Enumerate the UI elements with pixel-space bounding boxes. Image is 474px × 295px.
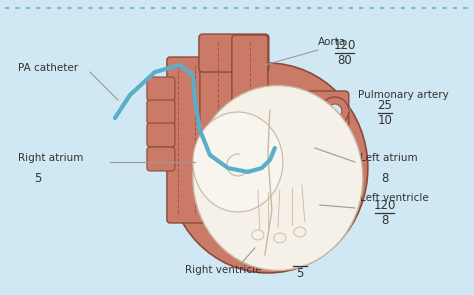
- Text: 25: 25: [292, 252, 307, 265]
- Circle shape: [328, 104, 342, 118]
- Text: Right ventricle: Right ventricle: [185, 265, 261, 275]
- Text: 120: 120: [374, 199, 396, 212]
- Text: 5: 5: [296, 267, 303, 280]
- FancyBboxPatch shape: [147, 147, 175, 171]
- Ellipse shape: [168, 63, 368, 273]
- Text: Right atrium: Right atrium: [18, 153, 83, 163]
- FancyBboxPatch shape: [200, 35, 236, 136]
- FancyBboxPatch shape: [147, 123, 175, 147]
- FancyBboxPatch shape: [147, 77, 175, 101]
- Text: Aorta: Aorta: [318, 37, 346, 47]
- Text: PA catheter: PA catheter: [18, 63, 78, 73]
- Ellipse shape: [294, 227, 306, 237]
- Ellipse shape: [274, 233, 286, 243]
- Text: Left ventricle: Left ventricle: [360, 193, 428, 203]
- FancyBboxPatch shape: [147, 100, 175, 124]
- Text: 80: 80: [337, 54, 352, 67]
- Text: Left atrium: Left atrium: [360, 153, 418, 163]
- FancyBboxPatch shape: [232, 35, 268, 116]
- Text: 120: 120: [334, 39, 356, 52]
- FancyBboxPatch shape: [261, 91, 349, 127]
- Text: Pulmonary artery: Pulmonary artery: [358, 90, 448, 100]
- Text: 10: 10: [377, 114, 392, 127]
- Ellipse shape: [193, 112, 283, 212]
- FancyBboxPatch shape: [167, 57, 205, 223]
- Text: 5: 5: [34, 172, 42, 185]
- Text: 8: 8: [381, 172, 389, 185]
- Ellipse shape: [193, 86, 363, 271]
- FancyBboxPatch shape: [199, 34, 269, 72]
- Circle shape: [321, 97, 349, 125]
- Ellipse shape: [252, 230, 264, 240]
- Text: 25: 25: [377, 99, 392, 112]
- Text: 8: 8: [381, 214, 389, 227]
